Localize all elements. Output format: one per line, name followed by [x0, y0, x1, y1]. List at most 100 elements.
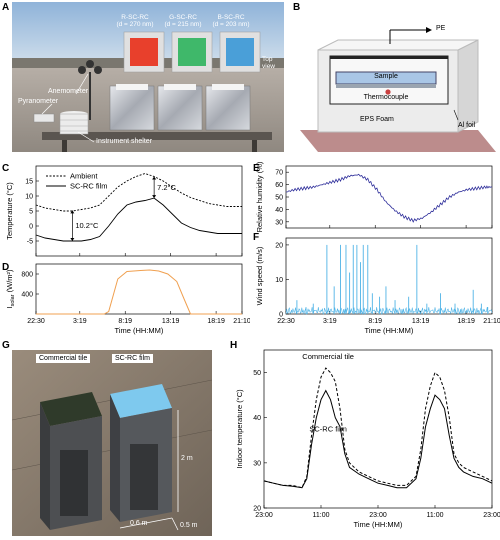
indoor-series-scrc: [263, 389, 493, 489]
temp-annotation-label: 10.2°C: [75, 221, 99, 230]
wind-chart-ytick-label: 0: [279, 312, 283, 319]
commercial-tile-label: Commercial tile: [36, 354, 91, 363]
humidity-chart-ylabel: Relative humidity (%): [255, 161, 264, 232]
panel-letter-c: C: [2, 163, 10, 174]
shelter-label: Instrument shelter: [96, 138, 153, 145]
temp-legend-label: Ambient: [70, 172, 98, 181]
pyranometer-label: Pyranometer: [18, 98, 59, 105]
irradiance-series: [36, 269, 242, 315]
schematic-illustration: [300, 27, 496, 152]
temp-annotation-head: [152, 195, 157, 199]
panel-letter-f: F: [253, 232, 260, 243]
wind-chart-xtick-label: 21:10: [483, 318, 500, 325]
humidity-chart-ytick-label: 50: [275, 195, 283, 202]
pe-label: PE: [436, 25, 446, 32]
humidity-chart-ytick-label: 40: [275, 207, 283, 214]
panel-letter-a: A: [2, 2, 10, 13]
thermocouple-label: Thermocouple: [363, 94, 409, 101]
irradiance-chart: 400 800 22:30 3:19 8:19 13:19 18:19 21:10 Time (…: [5, 263, 250, 335]
temp-chart-ylabel: Temperature (°C): [5, 182, 14, 240]
wind-chart-ytick-label: 10: [275, 277, 283, 284]
humidity-chart-ytick-label: 60: [275, 182, 283, 189]
temp-legend-label: SC-RC film: [70, 182, 108, 191]
wind-chart-xlabel: Time (HH:MM): [365, 326, 414, 335]
temp-series-scrc: [35, 197, 242, 242]
irradiance-chart-xtick-label: 3:19: [73, 318, 87, 325]
indoor-series-label: Commercial tile: [302, 352, 354, 361]
top-view-label: Top view: [262, 56, 276, 70]
irradiance-chart-xtick-label: 13:19: [162, 318, 180, 325]
humidity-chart-ytick-label: 70: [275, 170, 283, 177]
indoor-chart-ytick-label: 30: [253, 460, 261, 467]
anemometer-label: Anemometer: [48, 88, 89, 95]
indoor-series-commercial: [263, 367, 493, 489]
sample-label: Sample: [374, 73, 398, 80]
height-dimension: 2 m: [181, 455, 193, 462]
wind-speed-chart: 0 10 20 22:30 3:19 8:19 13:19 18:19 21:10 Time (H…: [255, 237, 500, 335]
indoor-chart-xtick-label: 23:00: [369, 512, 387, 519]
indoor-chart-ylabel: Indoor temperature (°C): [235, 389, 244, 469]
irradiance-chart-xtick-label: 18:19: [207, 318, 225, 325]
indoor-chart-ytick-label: 20: [253, 506, 261, 513]
sample-label-g: G-SC-RC (d = 215 nm): [164, 14, 202, 28]
eps-foam-label: EPS Foam: [360, 116, 394, 123]
humidity-series: [285, 173, 493, 223]
panel-letter-g: G: [2, 340, 10, 351]
panel-letter-b: B: [293, 2, 301, 13]
temp-annotation-head: [70, 238, 75, 241]
temp-chart-ytick-label: 5: [29, 209, 33, 216]
wind-chart-frame: [285, 237, 493, 315]
model-houses-photo: Commercial tile SC-RC film 2 m 0.6 m 0.5…: [12, 350, 212, 536]
schematic-diagram: PE Sample Thermocouple EPS Foam Al foil: [300, 12, 496, 152]
indoor-chart-frame: [263, 349, 493, 509]
temp-annotation-head: [152, 176, 157, 180]
sample-label-r: R-SC-RC (d = 270 nm): [116, 14, 154, 28]
scrc-film-label: SC-RC film: [112, 354, 153, 363]
humidity-chart-frame: [285, 165, 493, 229]
irradiance-chart-ytick-label: 400: [21, 292, 33, 299]
humidity-chart-ytick-label: 30: [275, 219, 283, 226]
irradiance-chart-xlabel: Time (HH:MM): [115, 326, 164, 335]
depth-dimension: 0.5 m: [180, 522, 198, 529]
panel-letter-h: H: [230, 340, 238, 351]
wind-chart-xtick-label: 18:19: [457, 318, 475, 325]
indoor-chart-xtick-label: 23:00: [483, 512, 500, 519]
wind-chart-xtick-label: 3:19: [323, 318, 337, 325]
irradiance-chart-xtick-label: 8:19: [118, 318, 132, 325]
sample-label-b: B-SC-RC (d = 203 nm): [212, 14, 250, 28]
wind-chart-ytick-label: 20: [275, 242, 283, 249]
wind-chart-xtick-label: 22:30: [277, 318, 295, 325]
panel-letter-d: D: [2, 262, 10, 273]
temp-chart-ytick-label: -5: [27, 239, 33, 246]
temp-series-ambient: [35, 173, 242, 212]
wind-baseline-series: [285, 307, 493, 315]
al-foil-label: Al foil: [458, 122, 476, 129]
indoor-chart-ytick-label: 50: [253, 370, 261, 377]
humidity-chart: 30 40 50 60 70 Relative humidity (%): [255, 161, 493, 232]
indoor-series-label: SC-RC film: [309, 424, 347, 433]
irradiance-chart-xtick-label: 22:30: [27, 318, 45, 325]
temp-annotation-head: [70, 210, 75, 214]
indoor-chart-xtick-label: 11:00: [313, 512, 330, 519]
indoor-chart-ytick-label: 40: [253, 415, 261, 422]
model-houses-illustration: [12, 350, 212, 536]
indoor-chart-xtick-label: 11:00: [427, 512, 444, 519]
indoor-chart-xlabel: Time (HH:MM): [354, 520, 403, 529]
irradiance-chart-ytick-label: 800: [21, 272, 33, 279]
temp-chart-ytick-label: 15: [25, 179, 33, 186]
irradiance-chart-ylabel: Isolar (W/m²): [5, 269, 16, 309]
temp-chart-ytick-label: 10: [25, 194, 33, 201]
wind-chart-xtick-label: 13:19: [412, 318, 430, 325]
wind-chart-xtick-label: 8:19: [368, 318, 382, 325]
field-setup-illustration: [12, 2, 284, 152]
panel-letter-e: E: [253, 163, 260, 174]
width-dimension: 0.6 m: [130, 520, 148, 527]
field-setup-photo: R-SC-RC (d = 270 nm) G-SC-RC (d = 215 nm) …: [12, 2, 284, 152]
wind-chart-ylabel: Wind speed (m/s): [255, 246, 264, 305]
temp-chart-ytick-label: 0: [29, 224, 33, 231]
temp-annotation-label: 7.2°C: [157, 183, 176, 192]
irradiance-chart-frame: [35, 263, 243, 315]
indoor-chart-xtick-label: 23:00: [255, 512, 273, 519]
